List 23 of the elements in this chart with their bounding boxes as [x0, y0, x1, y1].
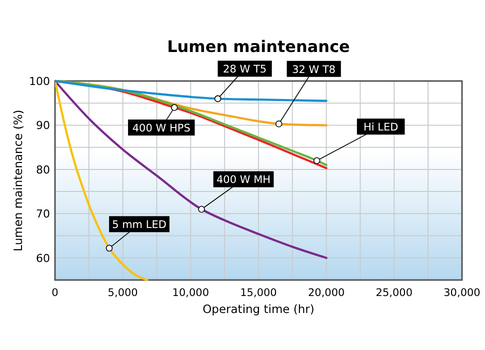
- series-label: 28 W T5: [223, 64, 267, 76]
- y-tick-label: 100: [29, 75, 50, 88]
- y-tick-label: 70: [36, 208, 50, 221]
- x-tick-label: 20,000: [308, 287, 345, 299]
- x-tick-label: 25,000: [376, 287, 413, 299]
- line-series: [55, 80, 328, 259]
- text: 400 W MH: [216, 174, 271, 186]
- line-series: [55, 80, 328, 102]
- x-tick-label: 15,000: [240, 287, 277, 299]
- y-tick-label: 80: [36, 163, 50, 176]
- x-tick-label: 10,000: [172, 287, 210, 299]
- series-label: 400 W HPS: [132, 122, 191, 135]
- x-tick-label: 0: [52, 287, 58, 299]
- y-tick-label: 90: [36, 119, 50, 132]
- x-tick-label: 5,000: [108, 287, 138, 299]
- x-tick-label: 30,000: [444, 287, 480, 299]
- text: 32 W T8: [292, 64, 336, 76]
- x-axis-title: Operating time (hr): [202, 302, 314, 316]
- y-axis-title: Lumen maintenance (%): [11, 110, 25, 252]
- chart-title: Lumen maintenance: [167, 37, 350, 56]
- text: Hi LED: [363, 122, 398, 134]
- series-label: 5 mm LED: [112, 219, 166, 232]
- y-tick-label: 60: [36, 252, 50, 265]
